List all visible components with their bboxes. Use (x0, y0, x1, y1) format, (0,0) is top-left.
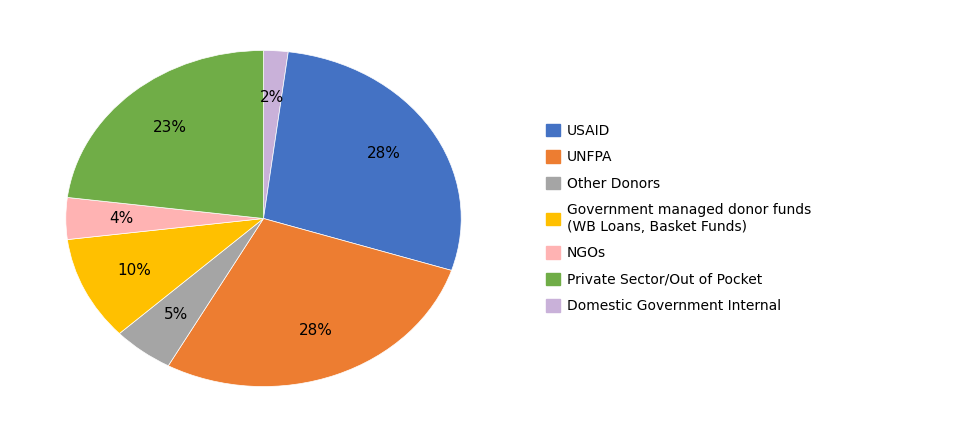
Wedge shape (168, 218, 452, 387)
Text: 4%: 4% (109, 211, 133, 226)
Text: 28%: 28% (299, 323, 332, 339)
Legend: USAID, UNFPA, Other Donors, Government managed donor funds
(WB Loans, Basket Fun: USAID, UNFPA, Other Donors, Government m… (540, 118, 816, 319)
Wedge shape (263, 52, 461, 271)
Wedge shape (66, 198, 263, 239)
Wedge shape (263, 50, 289, 218)
Wedge shape (67, 50, 263, 218)
Text: 28%: 28% (366, 146, 400, 161)
Wedge shape (67, 218, 263, 333)
Text: 23%: 23% (153, 120, 187, 135)
Text: 5%: 5% (164, 307, 189, 322)
Wedge shape (120, 218, 263, 366)
Text: 10%: 10% (118, 263, 152, 277)
Text: 2%: 2% (260, 90, 285, 105)
